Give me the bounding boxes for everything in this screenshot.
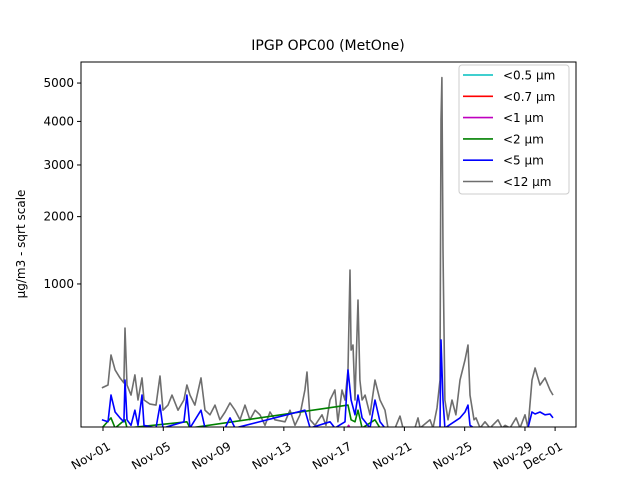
series-line-4 bbox=[101, 339, 554, 427]
legend-label: <12 µm bbox=[503, 175, 551, 189]
legend-label: <1 µm bbox=[503, 111, 544, 125]
legend-label: <5 µm bbox=[503, 154, 544, 168]
legend-label: <0.5 µm bbox=[503, 69, 555, 83]
y-tick-label: 1000 bbox=[43, 277, 74, 291]
legend: <0.5 µm <0.7 µm <1 µm <2 µm <5 µm <12 µm bbox=[458, 64, 570, 195]
y-axis-label: µg/m3 - sqrt scale bbox=[14, 190, 28, 299]
y-ticks: 1000 2000 3000 4000 5000 bbox=[43, 76, 81, 291]
chart-title: IPGP OPC00 (MetOne) bbox=[251, 38, 404, 54]
legend-box bbox=[458, 64, 570, 195]
y-tick-label: 3000 bbox=[43, 158, 74, 172]
series-line-5 bbox=[101, 76, 554, 427]
y-tick-label: 5000 bbox=[43, 76, 74, 90]
series-line-2 bbox=[346, 424, 351, 427]
legend-label: <2 µm bbox=[503, 132, 544, 146]
y-tick-label: 2000 bbox=[43, 210, 74, 224]
y-tick-label: 4000 bbox=[43, 114, 74, 128]
legend-label: <0.7 µm bbox=[503, 90, 555, 104]
axes-frame bbox=[80, 61, 577, 428]
series-group bbox=[101, 76, 554, 427]
